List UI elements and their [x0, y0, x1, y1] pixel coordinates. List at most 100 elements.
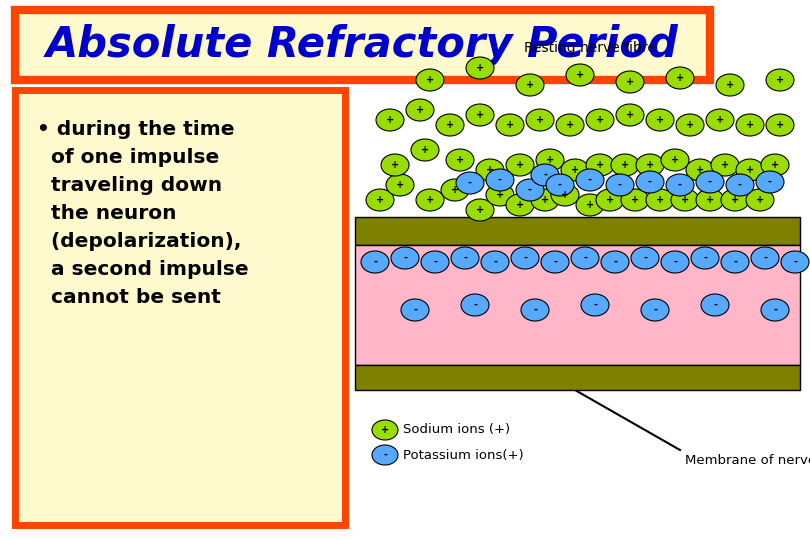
Bar	[355, 217, 800, 245]
Ellipse shape	[466, 199, 494, 221]
Text: +: +	[456, 155, 464, 165]
Bar	[355, 245, 800, 365]
Ellipse shape	[416, 69, 444, 91]
Ellipse shape	[516, 74, 544, 96]
Ellipse shape	[581, 294, 609, 316]
Text: +: +	[681, 195, 689, 205]
Text: +: +	[476, 63, 484, 73]
Text: -: -	[618, 180, 622, 190]
FancyBboxPatch shape	[15, 10, 710, 80]
Text: -: -	[653, 305, 657, 315]
Ellipse shape	[376, 109, 404, 131]
Ellipse shape	[466, 57, 494, 79]
Ellipse shape	[621, 189, 649, 211]
Ellipse shape	[531, 189, 559, 211]
Text: +: +	[776, 120, 784, 130]
Text: -: -	[403, 253, 407, 263]
Text: +: +	[396, 180, 404, 190]
Ellipse shape	[646, 189, 674, 211]
Ellipse shape	[676, 114, 704, 136]
Text: +: +	[446, 120, 454, 130]
Text: -: -	[413, 305, 417, 315]
Text: -: -	[468, 178, 472, 188]
Text: +: +	[776, 75, 784, 85]
Ellipse shape	[451, 247, 479, 269]
Text: -: -	[558, 180, 562, 190]
Text: Sodium ions (+): Sodium ions (+)	[403, 423, 510, 436]
Text: +: +	[596, 115, 604, 125]
Ellipse shape	[646, 109, 674, 131]
Text: -: -	[768, 177, 772, 187]
Text: +: +	[571, 165, 579, 175]
Text: +: +	[536, 115, 544, 125]
Ellipse shape	[671, 189, 699, 211]
Ellipse shape	[391, 247, 419, 269]
Text: +: +	[541, 195, 549, 205]
Text: -: -	[613, 257, 617, 267]
Text: -: -	[773, 305, 777, 315]
Text: -: -	[493, 257, 497, 267]
Text: +: +	[561, 190, 569, 200]
Text: +: +	[391, 160, 399, 170]
Text: +: +	[721, 160, 729, 170]
Ellipse shape	[441, 179, 469, 201]
Ellipse shape	[546, 174, 574, 196]
Ellipse shape	[606, 174, 634, 196]
Text: +: +	[671, 155, 679, 165]
Ellipse shape	[601, 251, 629, 273]
Text: Resting nerve fibre: Resting nerve fibre	[524, 41, 656, 55]
Ellipse shape	[781, 251, 809, 273]
Text: -: -	[553, 257, 557, 267]
Ellipse shape	[411, 139, 439, 161]
Text: +: +	[771, 160, 779, 170]
Ellipse shape	[531, 164, 559, 186]
Ellipse shape	[736, 114, 764, 136]
Text: +: +	[746, 165, 754, 175]
Ellipse shape	[381, 154, 409, 176]
Ellipse shape	[486, 184, 514, 206]
Ellipse shape	[576, 169, 604, 191]
Ellipse shape	[551, 184, 579, 206]
Ellipse shape	[516, 179, 544, 201]
Ellipse shape	[616, 71, 644, 93]
Ellipse shape	[476, 159, 504, 181]
Ellipse shape	[366, 189, 394, 211]
Text: +: +	[596, 160, 604, 170]
Ellipse shape	[406, 99, 434, 121]
Text: +: +	[476, 110, 484, 120]
Ellipse shape	[421, 251, 449, 273]
Ellipse shape	[486, 169, 514, 191]
Ellipse shape	[761, 299, 789, 321]
Text: -: -	[528, 185, 532, 195]
Ellipse shape	[526, 109, 554, 131]
Text: -: -	[708, 177, 712, 187]
Ellipse shape	[586, 154, 614, 176]
Ellipse shape	[716, 74, 744, 96]
Ellipse shape	[481, 251, 509, 273]
Ellipse shape	[511, 247, 539, 269]
Text: -: -	[383, 450, 387, 460]
Text: -: -	[793, 257, 797, 267]
Ellipse shape	[691, 247, 719, 269]
Text: +: +	[706, 195, 714, 205]
Text: -: -	[713, 300, 717, 310]
Text: +: +	[496, 190, 504, 200]
Ellipse shape	[666, 67, 694, 89]
Ellipse shape	[561, 159, 589, 181]
Text: +: +	[606, 195, 614, 205]
Text: • during the time
  of one impulse
  traveling down
  the neuron
  (depolarizati: • during the time of one impulse traveli…	[37, 120, 249, 307]
Text: +: +	[416, 105, 424, 115]
Text: -: -	[738, 180, 742, 190]
Ellipse shape	[696, 171, 724, 193]
Ellipse shape	[386, 174, 414, 196]
Ellipse shape	[596, 189, 624, 211]
Text: -: -	[543, 170, 547, 180]
Text: +: +	[646, 160, 654, 170]
Ellipse shape	[461, 294, 489, 316]
Text: -: -	[648, 177, 652, 187]
Bar	[355, 365, 800, 390]
Ellipse shape	[721, 251, 749, 273]
Text: +: +	[621, 160, 629, 170]
Ellipse shape	[616, 104, 644, 126]
Ellipse shape	[566, 64, 594, 86]
